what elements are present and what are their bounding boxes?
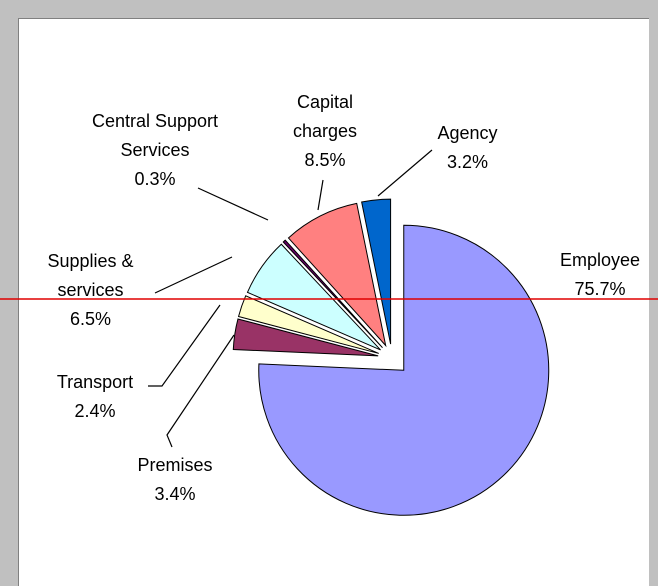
category-name: Capital charges (292, 92, 358, 141)
pie-slice (258, 224, 550, 516)
value-label: 75.7% (574, 279, 626, 299)
pie-slice (246, 243, 381, 351)
category-name: Premises (137, 455, 213, 475)
leader-line (148, 304, 221, 387)
slice-label: Premises 3.4% (110, 451, 240, 509)
slice-label: Employee 75.7% (530, 246, 658, 304)
pie-slice (287, 202, 387, 348)
leader-line (166, 334, 235, 448)
value-label: 2.4% (74, 401, 116, 421)
leader-line (317, 179, 324, 211)
category-name: Employee (559, 250, 641, 270)
category-name: Agency (437, 123, 498, 143)
pie-slice (237, 295, 379, 354)
pie-slice (232, 318, 379, 357)
value-label: 8.5% (304, 150, 346, 170)
category-name: Central Support Services (91, 111, 219, 160)
slice-label: Central Support Services 0.3% (90, 107, 220, 194)
leader-lines (148, 149, 433, 448)
category-name: Supplies & services (47, 251, 134, 300)
value-label: 3.2% (446, 152, 489, 172)
value-label: 0.3% (134, 169, 176, 189)
slice-label: Agency 3.2% (415, 119, 520, 177)
slice-label: Transport 2.4% (30, 368, 160, 426)
slice-label: Supplies & services 6.5% (28, 247, 153, 334)
category-name: Transport (56, 372, 134, 392)
value-label: 6.5% (69, 309, 112, 329)
value-label: 3.4% (154, 484, 196, 504)
leader-line (154, 256, 233, 294)
pie-slice (361, 198, 392, 345)
leader-line (377, 149, 433, 197)
pie-slice (282, 239, 383, 349)
slice-label: Capital charges 8.5% (265, 88, 385, 175)
leader-line (197, 187, 269, 221)
